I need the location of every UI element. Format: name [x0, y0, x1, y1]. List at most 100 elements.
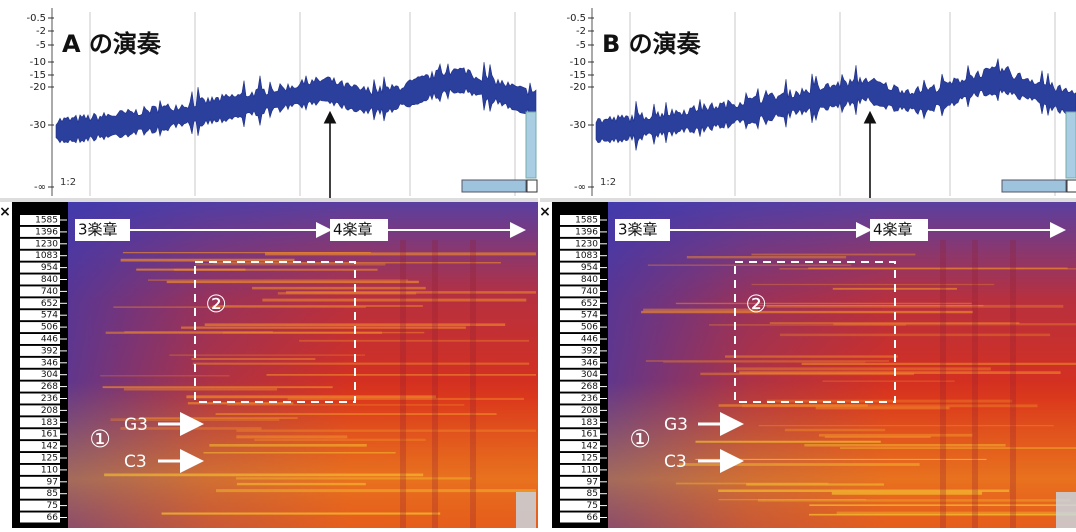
dark-band: [470, 240, 476, 528]
movement-label: 4楽章: [333, 221, 373, 239]
db-label: -20: [30, 82, 46, 93]
freq-label: 954: [581, 263, 598, 273]
freq-label: 97: [587, 477, 598, 487]
scroll-widget: [462, 180, 526, 192]
level-meter: [1066, 112, 1076, 178]
freq-label: 346: [41, 358, 58, 368]
note-label: G3: [664, 415, 688, 435]
dark-band: [432, 240, 438, 528]
freq-label: 268: [581, 382, 598, 392]
note-label: C3: [124, 452, 147, 472]
freq-label: 110: [581, 465, 598, 475]
freq-label: 840: [41, 275, 58, 285]
movement-label: 4楽章: [873, 221, 913, 239]
freq-label: 236: [581, 394, 598, 404]
region-label: ①: [89, 425, 111, 453]
db-label: -2: [36, 26, 46, 37]
region-label: ②: [745, 290, 767, 318]
freq-label: 75: [587, 501, 598, 511]
freq-label: 125: [581, 454, 598, 464]
panel: -0.5-2-5-10-15-20-30-∞1:2A の演奏×158513961…: [0, 0, 538, 528]
screenshot: -0.5-2-5-10-15-20-30-∞1:2A の演奏×158513961…: [0, 0, 1076, 528]
freq-label: 506: [41, 323, 58, 333]
divider: [0, 198, 538, 202]
freq-label: 392: [41, 346, 58, 356]
db-label: -15: [30, 70, 46, 81]
position-marker: 1:2: [600, 177, 616, 188]
db-label: -15: [570, 70, 586, 81]
freq-label: 574: [41, 311, 58, 321]
freq-label: 446: [581, 335, 598, 345]
note-label: G3: [124, 415, 148, 435]
freq-label: 652: [581, 299, 598, 309]
dark-band: [1010, 240, 1016, 528]
freq-label: 142: [41, 442, 58, 452]
freq-label: 161: [41, 430, 58, 440]
freq-label: 85: [587, 489, 598, 499]
freq-label: 1230: [575, 239, 598, 249]
region-label: ①: [629, 425, 651, 453]
freq-label: 66: [587, 513, 599, 523]
position-marker: 1:2: [60, 177, 76, 188]
freq-label: 236: [41, 394, 58, 404]
freq-label: 268: [41, 382, 58, 392]
db-label: -2: [576, 26, 586, 37]
freq-label: 1083: [575, 251, 598, 261]
freq-label: 446: [41, 335, 58, 345]
db-label: -20: [570, 82, 586, 93]
freq-label: 1083: [35, 251, 58, 261]
spectrogram-low: [608, 202, 1076, 528]
db-label: -10: [30, 57, 46, 68]
freq-label: 652: [41, 299, 58, 309]
freq-label: 66: [47, 513, 59, 523]
db-label: -5: [576, 40, 586, 51]
freq-label: 304: [581, 370, 598, 380]
movement-label: 3楽章: [618, 221, 658, 239]
freq-label: 183: [581, 418, 598, 428]
freq-label: 1396: [35, 227, 58, 237]
freq-label: 161: [581, 430, 598, 440]
freq-label: 110: [41, 465, 58, 475]
freq-label: 840: [581, 275, 598, 285]
freq-label: 142: [581, 442, 598, 452]
freq-label: 208: [581, 406, 598, 416]
freq-label: 506: [581, 323, 598, 333]
db-label: -30: [570, 120, 586, 131]
db-label: -30: [30, 120, 46, 131]
close-button: ×: [0, 204, 11, 220]
freq-label: 574: [581, 311, 598, 321]
db-label: -0.5: [566, 13, 586, 24]
freq-label: 208: [41, 406, 58, 416]
db-label: -5: [36, 40, 46, 51]
freq-label: 304: [41, 370, 58, 380]
dark-band: [400, 240, 406, 528]
freq-label: 1396: [575, 227, 598, 237]
divider: [540, 198, 1076, 202]
db-label: -∞: [574, 182, 586, 193]
db-label: -10: [570, 57, 586, 68]
freq-label: 954: [41, 263, 58, 273]
freq-label: 125: [41, 454, 58, 464]
freq-label: 740: [41, 287, 58, 297]
freq-label: 1230: [35, 239, 58, 249]
freq-label: 97: [47, 477, 58, 487]
movement-label: 3楽章: [78, 221, 118, 239]
freq-label: 75: [47, 501, 58, 511]
freq-label: 1585: [35, 216, 58, 226]
scroll-box: [1067, 180, 1076, 192]
region-label: ②: [205, 290, 227, 318]
freq-label: 183: [41, 418, 58, 428]
dark-band: [972, 240, 978, 528]
freq-label: 740: [581, 287, 598, 297]
panel-title: B の演奏: [602, 30, 702, 58]
db-label: -0.5: [26, 13, 46, 24]
freq-label: 1585: [575, 216, 598, 226]
close-button: ×: [539, 204, 551, 220]
freq-label: 392: [581, 346, 598, 356]
level-meter: [526, 112, 536, 178]
scroll-box: [527, 180, 537, 192]
meter: [516, 492, 536, 528]
scroll-widget: [1002, 180, 1066, 192]
db-label: -∞: [34, 182, 46, 193]
note-label: C3: [664, 452, 687, 472]
